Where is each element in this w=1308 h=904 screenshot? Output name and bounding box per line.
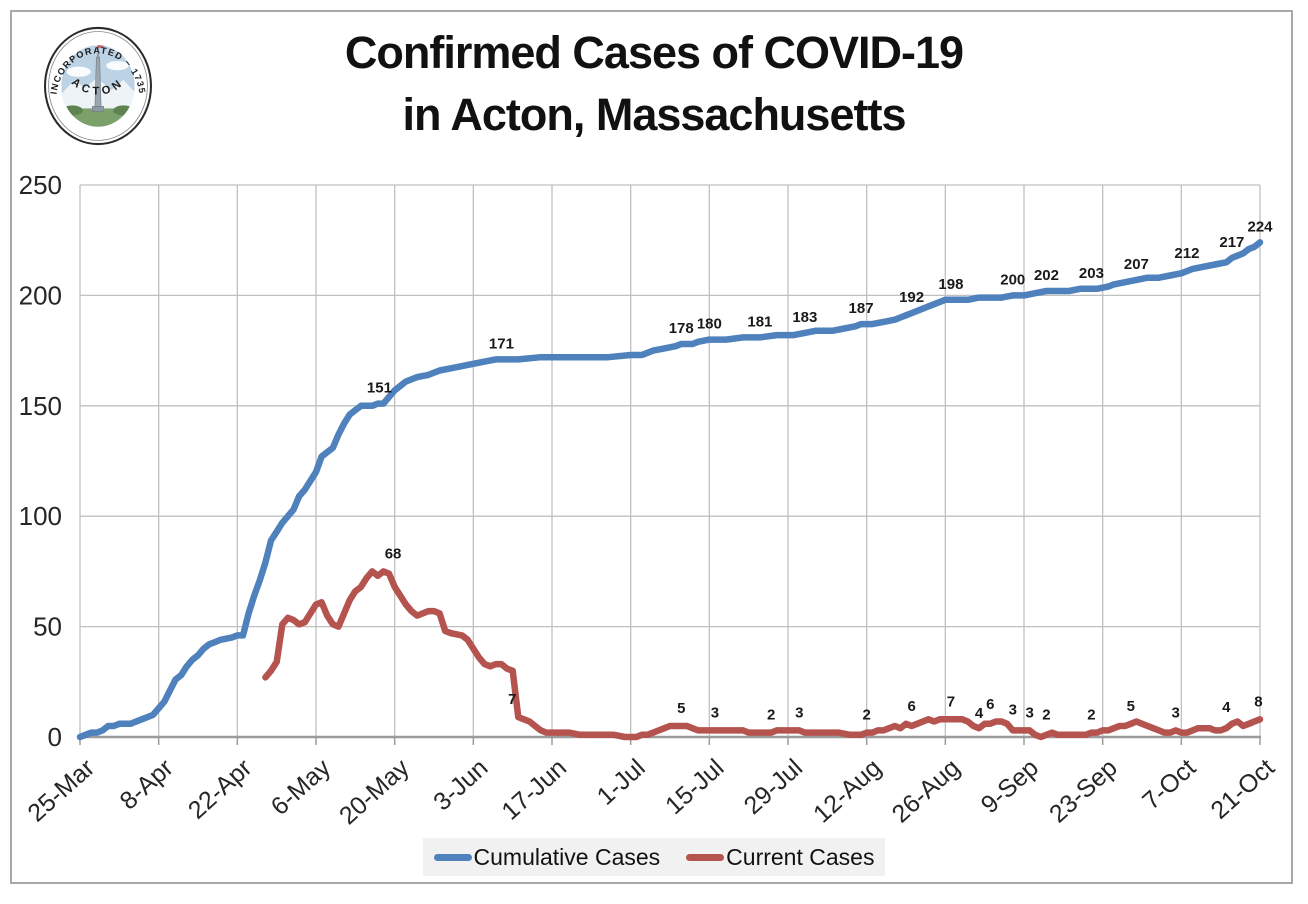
legend-item-current-cases: Current Cases bbox=[686, 844, 874, 871]
chart-border-frame bbox=[10, 10, 1293, 884]
monument-tip bbox=[96, 51, 100, 58]
chart-title-line-2: in Acton, Massachusetts bbox=[402, 89, 907, 140]
flag-icon bbox=[98, 45, 108, 49]
legend-item-cumulative-cases: Cumulative Cases bbox=[433, 843, 661, 871]
legend-label-current-cases: Current Cases bbox=[726, 843, 875, 870]
acton-town-seal-logo: INCORPORATED ~ 1735 ACTON bbox=[44, 26, 152, 146]
cumulative-cases-line-swatch bbox=[433, 853, 472, 861]
seal-scene bbox=[61, 45, 135, 127]
seal-cloud bbox=[66, 66, 91, 77]
chart-title-line-1: Confirmed Cases of COVID-19 bbox=[344, 27, 964, 78]
chart-title: Confirmed Cases of COVID-19 in Acton, Ma… bbox=[0, 22, 1308, 146]
chart-legend: Cumulative Cases Current Cases bbox=[423, 838, 885, 876]
legend-label-cumulative-cases: Cumulative Cases bbox=[473, 843, 661, 870]
current-cases-line-swatch bbox=[686, 853, 725, 861]
monument-base bbox=[92, 106, 104, 112]
seal-inner-ring bbox=[48, 31, 148, 141]
seal-cloud bbox=[106, 61, 129, 71]
